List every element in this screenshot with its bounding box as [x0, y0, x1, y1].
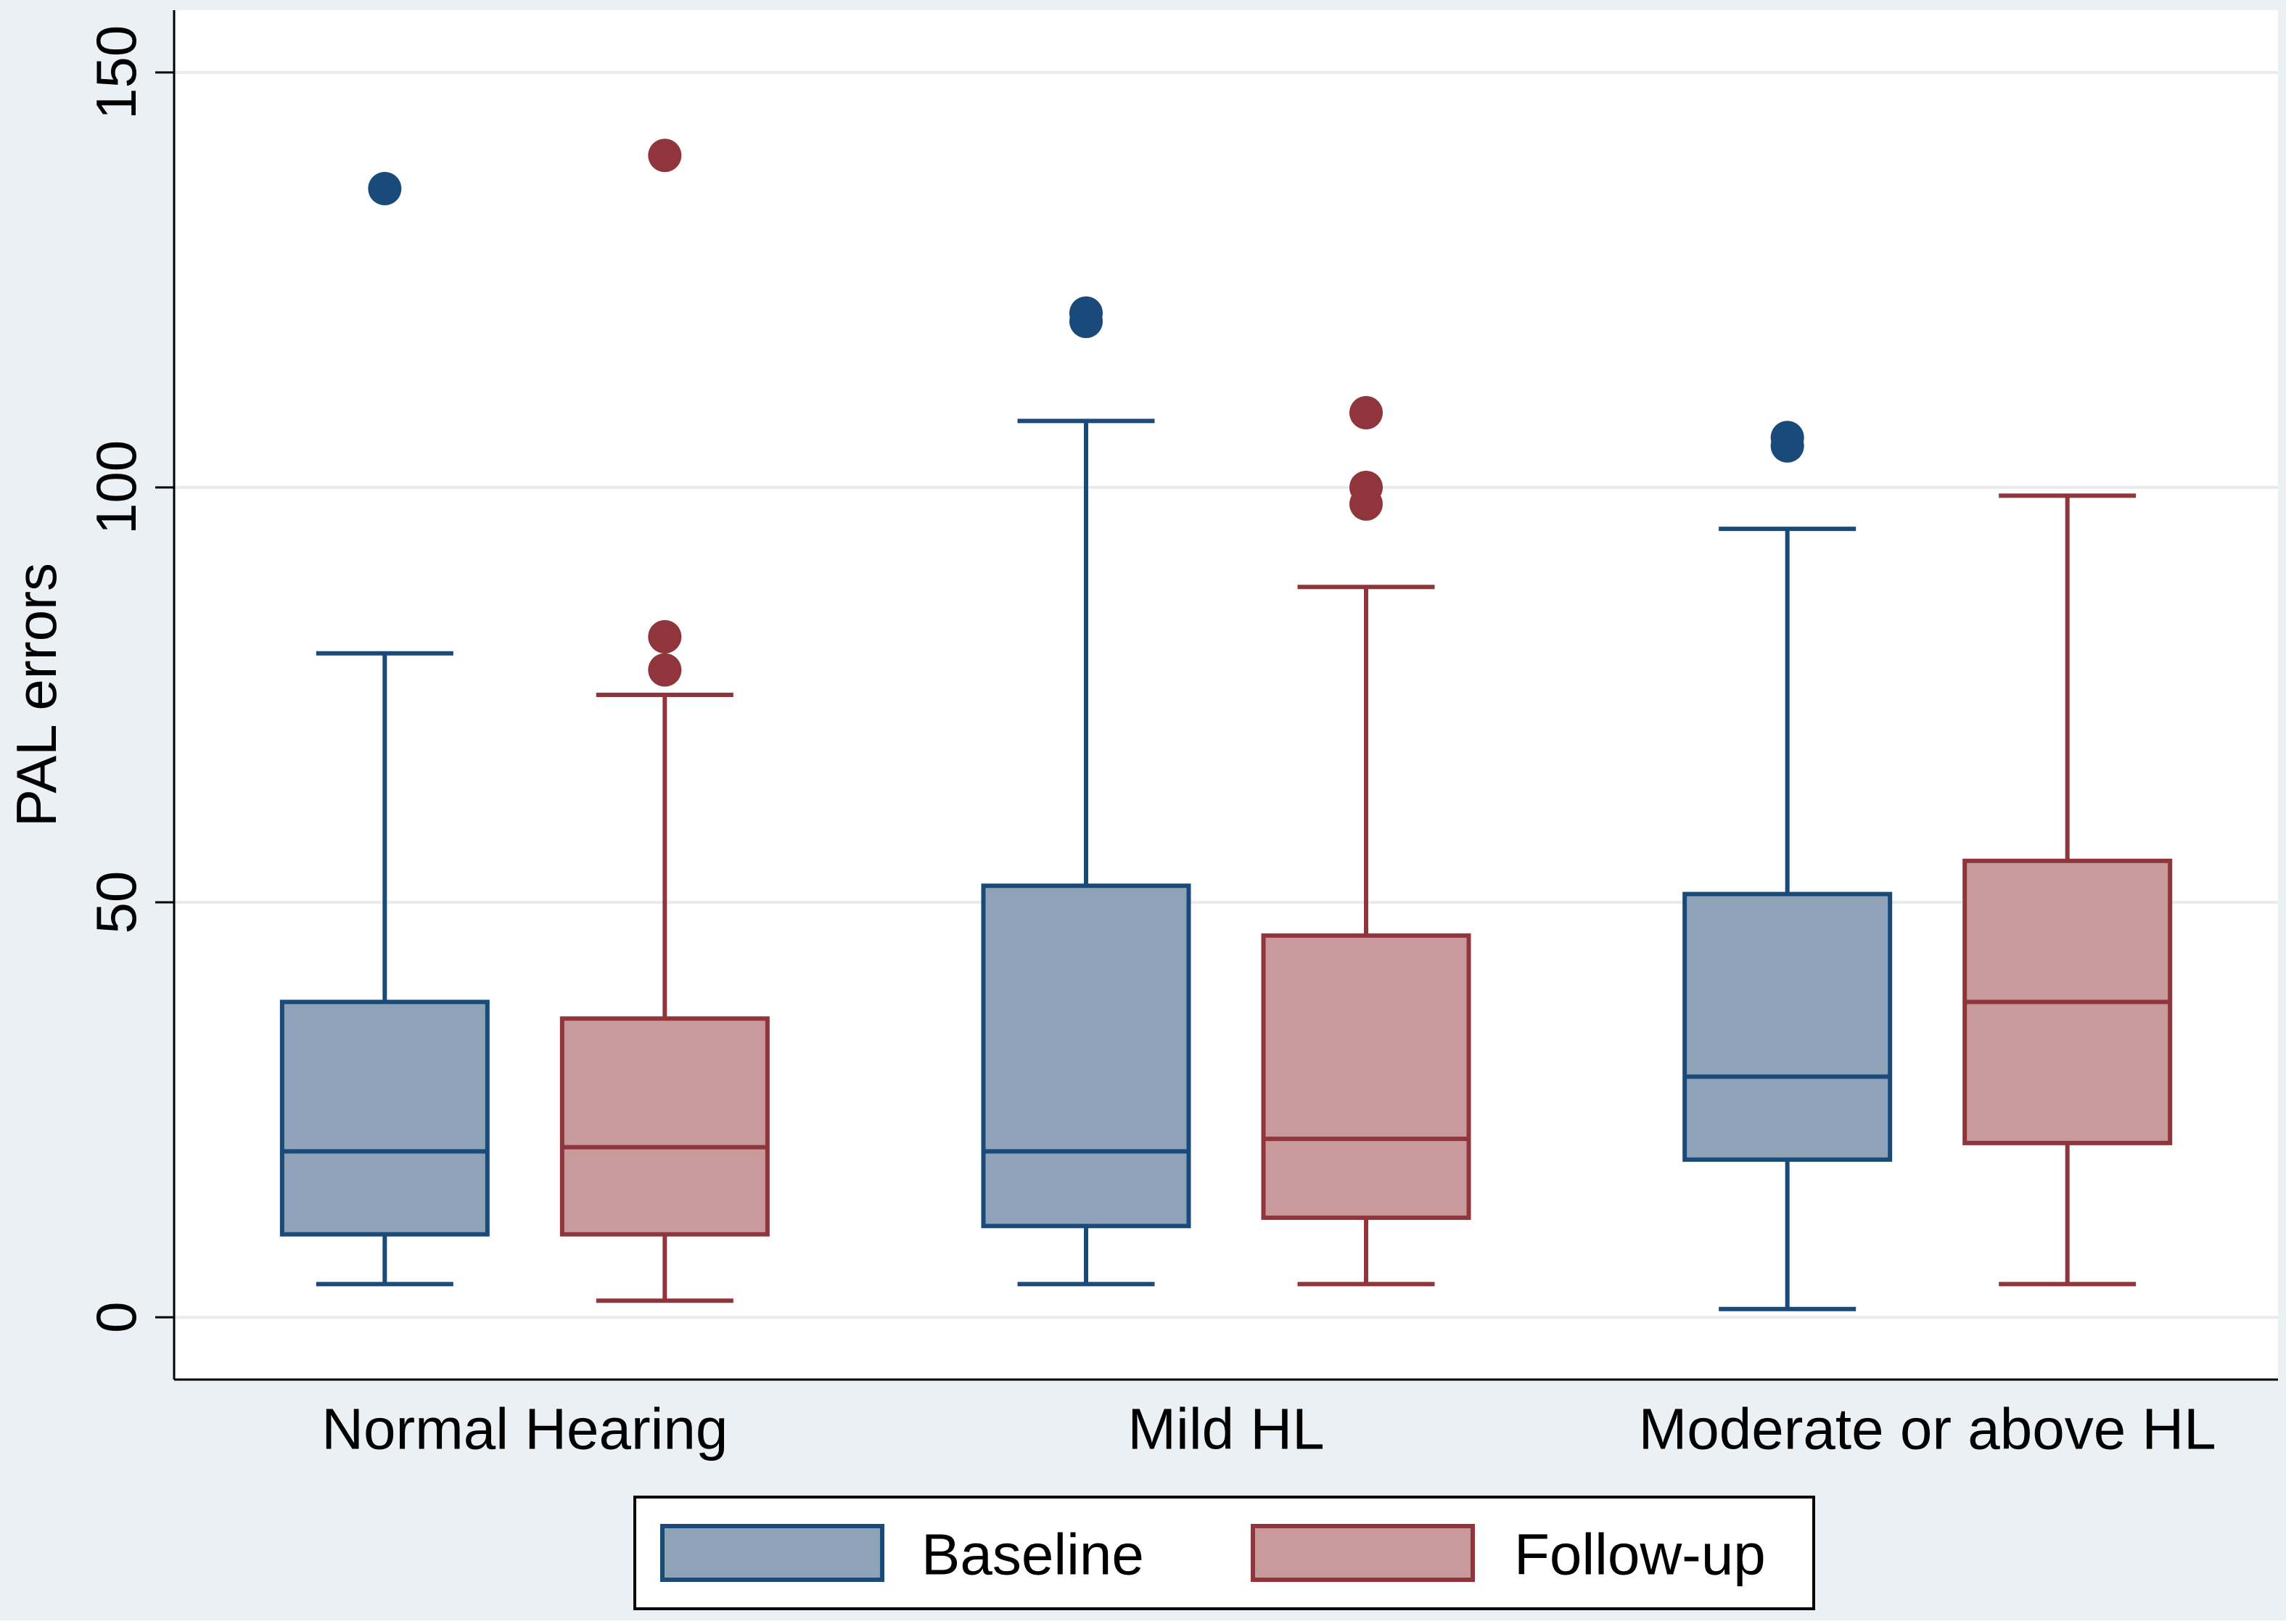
- outlier-point: [648, 139, 682, 173]
- box-follow-up-moderate-or-above-hl: [1962, 493, 2173, 1287]
- iqr-box: [1682, 891, 1893, 1162]
- box-baseline-mild-hl: [981, 419, 1191, 1287]
- y-tick-label-50: 50: [84, 871, 148, 934]
- x-tick-label-normal-hearing: Normal Hearing: [321, 1397, 728, 1462]
- box-baseline-normal-hearing: [279, 651, 490, 1287]
- gridlines: [174, 70, 2278, 1319]
- iqr-box: [1261, 933, 1471, 1220]
- y-tick-label-0: 0: [84, 1301, 148, 1332]
- y-tick-label-150: 150: [84, 25, 148, 120]
- iqr-box: [981, 883, 1191, 1229]
- legend-swatch-follow-up: [1251, 1524, 1475, 1582]
- legend-label-follow-up: Follow-up: [1514, 1522, 1766, 1587]
- legend-label-baseline: Baseline: [921, 1522, 1144, 1587]
- labels: PAL errors 0 50 100 150 Normal Hearing Mild H…: [4, 25, 2216, 1462]
- outlier-point: [648, 653, 682, 687]
- outlier-point: [1069, 296, 1103, 330]
- y-axis-title: PAL errors: [4, 563, 68, 827]
- box-follow-up-normal-hearing: [559, 693, 770, 1303]
- outlier-point: [1349, 395, 1383, 429]
- box-baseline-moderate-or-above-hl: [1682, 527, 1893, 1311]
- outlier-point: [1770, 421, 1804, 455]
- outlier-point: [368, 172, 402, 206]
- iqr-box: [279, 999, 490, 1237]
- x-tick-label-mild-hl: Mild HL: [1127, 1397, 1324, 1462]
- outliers: [368, 139, 1804, 687]
- boxplots: [279, 419, 2173, 1311]
- box-follow-up-mild-hl: [1261, 585, 1471, 1287]
- x-tick-label-moderate-or-above-hl: Moderate or above HL: [1639, 1397, 2216, 1462]
- plot-area-background: [174, 10, 2278, 1380]
- iqr-box: [559, 1016, 770, 1237]
- outlier-point: [648, 619, 682, 654]
- outlier-point: [1349, 470, 1383, 504]
- legend-swatch-baseline: [660, 1524, 884, 1582]
- y-tick-label-100: 100: [84, 440, 148, 535]
- axes: [155, 10, 2278, 1381]
- legend: Baseline Follow-up: [633, 1496, 1815, 1610]
